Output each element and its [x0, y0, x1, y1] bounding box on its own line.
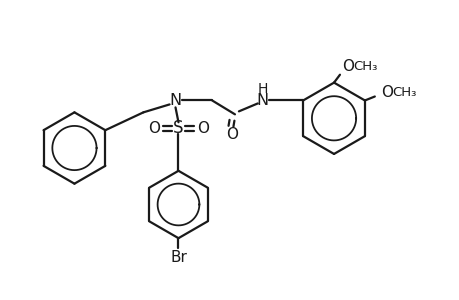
- Text: CH₃: CH₃: [353, 60, 377, 73]
- Text: O: O: [341, 59, 353, 74]
- Text: Br: Br: [170, 250, 186, 266]
- Text: N: N: [169, 93, 181, 108]
- Text: O: O: [197, 121, 209, 136]
- Text: O: O: [225, 127, 237, 142]
- Text: N: N: [256, 93, 268, 108]
- Text: H: H: [257, 82, 267, 96]
- Text: O: O: [380, 85, 392, 100]
- Text: CH₃: CH₃: [392, 86, 416, 99]
- Text: S: S: [173, 119, 183, 137]
- Text: O: O: [147, 121, 159, 136]
